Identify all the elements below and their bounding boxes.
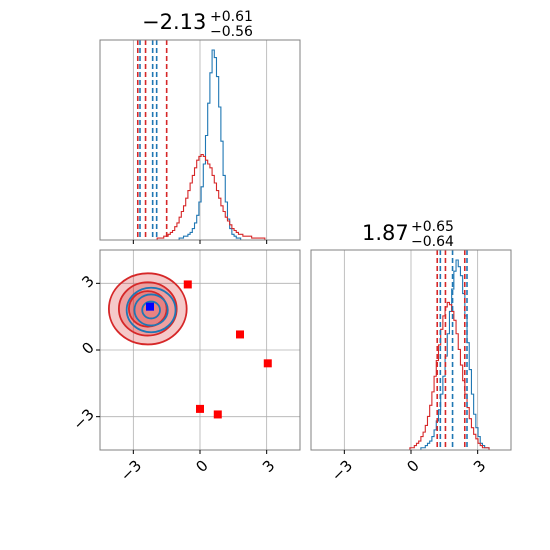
title-param-1-minus: −0.64 <box>411 234 454 250</box>
histogram-panel-param-0 <box>99 39 301 244</box>
title-param-0-plus: +0.61 <box>210 9 253 25</box>
contour-blue-level-2 <box>141 300 161 320</box>
marker-5 <box>213 410 222 419</box>
y-tick-label: 3 <box>78 272 97 291</box>
x-tick-label: 3 <box>470 457 489 476</box>
marker-0 <box>146 302 154 311</box>
scatter-panel-2d: −3 0 3 −3 0 3 <box>69 249 301 485</box>
x-tick-label: 3 <box>259 457 278 476</box>
histogram-panel-param-1: −3 0 3 <box>310 249 512 485</box>
contour-blue-level-1 <box>133 293 169 327</box>
title-param-0-minus: −0.56 <box>210 24 253 40</box>
title-param-1-value: 1.87 <box>362 221 409 245</box>
x-tick-label: 0 <box>403 457 422 476</box>
marker-4 <box>196 404 204 413</box>
y-tick-label: 0 <box>78 339 97 358</box>
title-param-0-value: −2.13 <box>142 10 206 34</box>
marker-3 <box>263 359 272 368</box>
y-tick-label: −3 <box>69 405 97 433</box>
marker-1 <box>183 280 192 289</box>
x-tick-label: −3 <box>328 457 356 485</box>
x-tick-label: 0 <box>192 457 211 476</box>
title-param-1-plus: +0.65 <box>411 219 454 235</box>
x-tick-label: −3 <box>117 457 145 485</box>
marker-2 <box>236 330 244 339</box>
contour-blue-level-0 <box>125 286 177 334</box>
